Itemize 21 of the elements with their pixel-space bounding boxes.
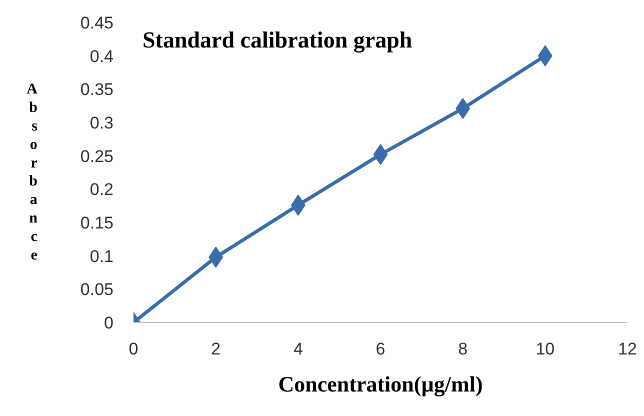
x-tick-label: 2 <box>211 340 221 358</box>
x-tick-label: 4 <box>293 340 303 358</box>
x-tick-label: 8 <box>458 340 468 358</box>
y-tick-label: 0.45 <box>80 14 114 32</box>
x-tick-label: 6 <box>376 340 386 358</box>
x-tick-label: 12 <box>618 340 637 358</box>
y-tick-label: 0.25 <box>80 146 114 166</box>
y-tick-label: 0.4 <box>90 46 114 66</box>
x-axis-title: Concentration(µg/ml) <box>278 372 483 396</box>
point <box>373 144 388 165</box>
x-tick-label: 0 <box>128 340 138 358</box>
y-tick-label: 0.15 <box>80 214 114 232</box>
y-tick-label: 0.3 <box>90 114 114 132</box>
chart-title: Standard calibration graph <box>142 28 412 54</box>
text: Absorbance <box>26 82 38 264</box>
y-tick-label: 0.35 <box>80 80 114 100</box>
y-tick-label: 0.05 <box>80 280 114 300</box>
x-tick-label: 10 <box>536 340 555 358</box>
y-tick-label: 0.1 <box>90 246 114 266</box>
y-tick-label: 0.2 <box>90 180 114 200</box>
y-tick-label: 0 <box>104 314 114 332</box>
